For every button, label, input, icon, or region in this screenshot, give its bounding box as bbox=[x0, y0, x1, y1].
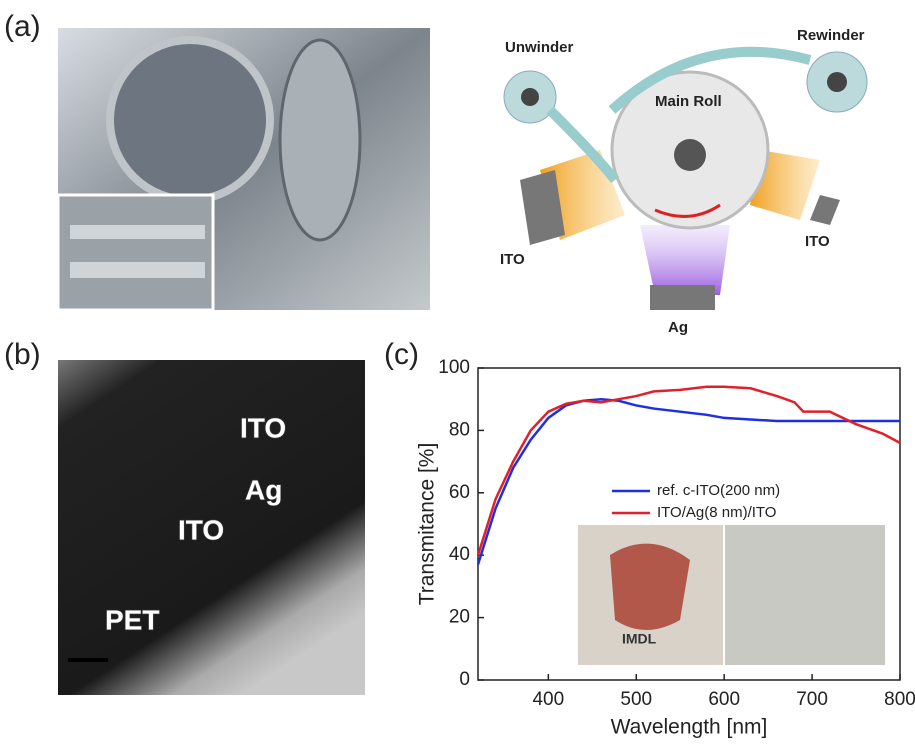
label: ITO bbox=[500, 251, 525, 268]
panel-label: (b) bbox=[4, 338, 41, 371]
figure: (a) (b) (c) Unwinder Rewinder Main Roll … bbox=[0, 0, 915, 739]
x-tick-label: 400 bbox=[532, 689, 564, 710]
y-axis-label: Transmitance [%] bbox=[416, 443, 439, 606]
chamber bbox=[110, 40, 270, 200]
layer-label: PET bbox=[105, 604, 159, 635]
panel-label: (a) bbox=[4, 10, 41, 43]
panel-label: (c) bbox=[384, 338, 419, 371]
x-tick-label: 800 bbox=[884, 689, 915, 710]
axle bbox=[521, 88, 539, 106]
inset-photo bbox=[58, 195, 213, 310]
x-tick-label: 600 bbox=[708, 689, 740, 710]
label: Ag bbox=[668, 319, 688, 336]
y-tick-label: 60 bbox=[449, 482, 470, 503]
legend-label: ITO/Ag(8 nm)/ITO bbox=[657, 504, 776, 521]
x-tick-label: 500 bbox=[620, 689, 652, 710]
layer-label: ITO bbox=[178, 514, 224, 545]
x-axis-label: Wavelength [nm] bbox=[611, 716, 768, 739]
layer-label: ITO bbox=[240, 412, 286, 443]
label: ITO bbox=[805, 233, 830, 250]
y-tick-label: 0 bbox=[459, 669, 470, 690]
ag-source bbox=[650, 285, 715, 310]
label: Unwinder bbox=[505, 39, 573, 56]
y-tick-label: 40 bbox=[449, 544, 470, 565]
axle bbox=[674, 139, 706, 171]
label: Rewinder bbox=[797, 27, 865, 44]
y-tick-label: 100 bbox=[438, 357, 470, 378]
label: Main Roll bbox=[655, 93, 722, 110]
ito-source bbox=[810, 195, 840, 225]
roll bbox=[70, 262, 205, 278]
y-tick-label: 80 bbox=[449, 419, 470, 440]
roll bbox=[70, 225, 205, 239]
x-tick-label: 700 bbox=[796, 689, 828, 710]
layer-label: Ag bbox=[245, 474, 282, 505]
door bbox=[280, 40, 360, 240]
logo-art bbox=[610, 544, 690, 630]
axle bbox=[827, 72, 847, 92]
scale-bar bbox=[68, 658, 108, 662]
y-tick-label: 20 bbox=[449, 607, 470, 628]
plume bbox=[640, 225, 730, 295]
inset-photo bbox=[725, 525, 885, 665]
legend-label: ref. c-ITO(200 nm) bbox=[657, 482, 780, 499]
logo-text: IMDL bbox=[622, 631, 657, 647]
